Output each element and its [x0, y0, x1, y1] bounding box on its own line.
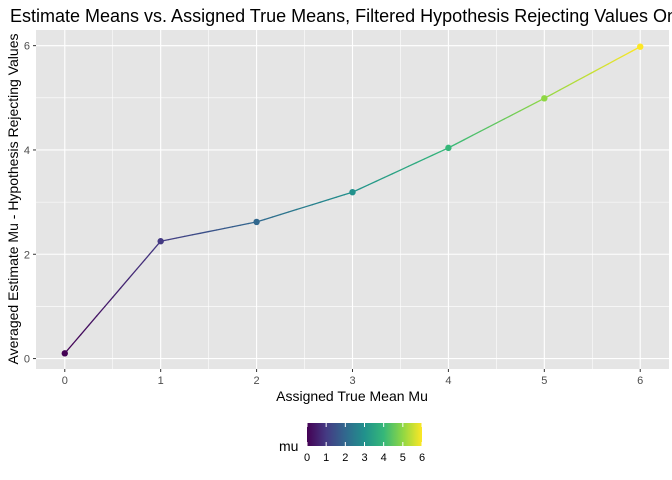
series-line-segment [407, 161, 418, 167]
series-line-segment [168, 237, 178, 241]
series-line-segment [112, 287, 122, 298]
series-line-segment [207, 229, 218, 233]
series-line-segment [359, 184, 370, 190]
legend-tick-label: 3 [361, 452, 367, 464]
x-tick-label: 3 [349, 375, 355, 387]
series-line-segment [88, 315, 98, 326]
series-line-segment [423, 154, 434, 160]
y-tick-label: 6 [24, 41, 30, 53]
series-line-segment [591, 67, 601, 74]
major-grid [36, 30, 669, 369]
legend: mu 0 1 2 3 4 5 6 [279, 423, 425, 464]
series-line-segment [239, 222, 250, 226]
series-line-segment [215, 227, 226, 231]
legend-tick-label: 0 [304, 452, 310, 464]
series-line-segment [511, 110, 521, 116]
series-line-segment [184, 234, 194, 238]
series-line-segment [487, 122, 498, 128]
series-line-segment [399, 165, 410, 171]
data-point [637, 43, 644, 50]
minor-grid [36, 30, 669, 369]
series-line-segment [375, 176, 386, 182]
series-line-segment [455, 138, 466, 145]
series-line-segment [551, 89, 561, 95]
series-line-segment [72, 334, 82, 345]
series-line-segment [96, 305, 106, 317]
series-line-segment [383, 173, 394, 179]
series-line-segment [303, 203, 314, 208]
series-line-segment [287, 208, 298, 213]
series-line-segment [144, 249, 154, 261]
series-line-segment [311, 201, 322, 206]
series-line-segment [415, 158, 426, 164]
series-line-segment [319, 198, 330, 203]
series-line-segment [104, 296, 114, 308]
data-point [541, 95, 548, 102]
series-line-segment [367, 180, 378, 186]
series-line-segment [519, 105, 529, 112]
data-point [61, 350, 68, 357]
series-line-segment [223, 226, 234, 230]
series-line-segment [295, 206, 306, 211]
legend-tick-label: 5 [400, 452, 406, 464]
series-line-segment [271, 213, 282, 218]
series-line-segment [615, 54, 625, 61]
series-line-segment [607, 58, 617, 65]
y-tick-label: 2 [24, 249, 30, 261]
x-tick-label: 2 [254, 375, 260, 387]
series-line-segment [327, 196, 338, 201]
series-line-segment [199, 230, 210, 234]
series-line-segment [623, 50, 633, 56]
legend-tick-label: 2 [342, 452, 348, 464]
series-line-segment [599, 63, 609, 69]
legend-tick-label: 1 [323, 452, 329, 464]
legend-colorbar [307, 423, 422, 446]
series-line-segment [575, 76, 585, 82]
series-line-segment [128, 268, 138, 280]
y-tick-label: 4 [24, 145, 30, 157]
data-point [157, 238, 164, 245]
legend-ticks: 0 1 2 3 4 5 6 [304, 423, 425, 464]
legend-tick-label: 6 [419, 452, 425, 464]
x-axis-title: Assigned True Mean Mu [276, 388, 428, 404]
series-line-segment [263, 216, 274, 221]
series-line-segment [279, 211, 290, 216]
x-tick-label: 4 [445, 375, 451, 387]
y-axis-title: Averaged Estimate Mu - Hypothesis Reject… [5, 34, 21, 365]
legend-tick-label: 4 [381, 452, 387, 464]
x-tick-label: 5 [541, 375, 547, 387]
data-point [445, 144, 452, 152]
series-line-segment [192, 232, 202, 236]
series-line-segment [176, 235, 186, 239]
data-point [253, 218, 260, 226]
series-line-segment [80, 324, 90, 336]
series-line-segment [136, 259, 146, 270]
chart-title: Estimate Means vs. Assigned True Means, … [10, 6, 672, 26]
data-points [61, 43, 644, 357]
series-line-segment [431, 150, 442, 156]
x-tick-label: 1 [158, 375, 164, 387]
series-line-segment [120, 277, 130, 289]
series-line-segment [527, 101, 537, 108]
legend-title: mu [279, 438, 298, 454]
data-point [349, 188, 356, 196]
series-line-segment [567, 80, 577, 87]
series-line-segment [471, 130, 482, 137]
series-line-segment [559, 84, 569, 91]
series-line-segment [463, 134, 474, 141]
x-tick-label: 6 [637, 375, 643, 387]
x-axis: 0 1 2 3 4 5 6 [62, 369, 643, 387]
series-line-segment [231, 224, 242, 228]
series-line-segment [503, 114, 513, 120]
x-tick-label: 0 [62, 375, 68, 387]
series-line-segment [583, 71, 593, 78]
series-line-segment [495, 118, 506, 124]
series-line-segment [335, 194, 346, 198]
y-tick-label: 0 [24, 354, 30, 366]
series-line-segment [479, 126, 490, 133]
series-line-segment [391, 169, 402, 175]
y-axis: 0 2 4 6 [24, 41, 36, 366]
